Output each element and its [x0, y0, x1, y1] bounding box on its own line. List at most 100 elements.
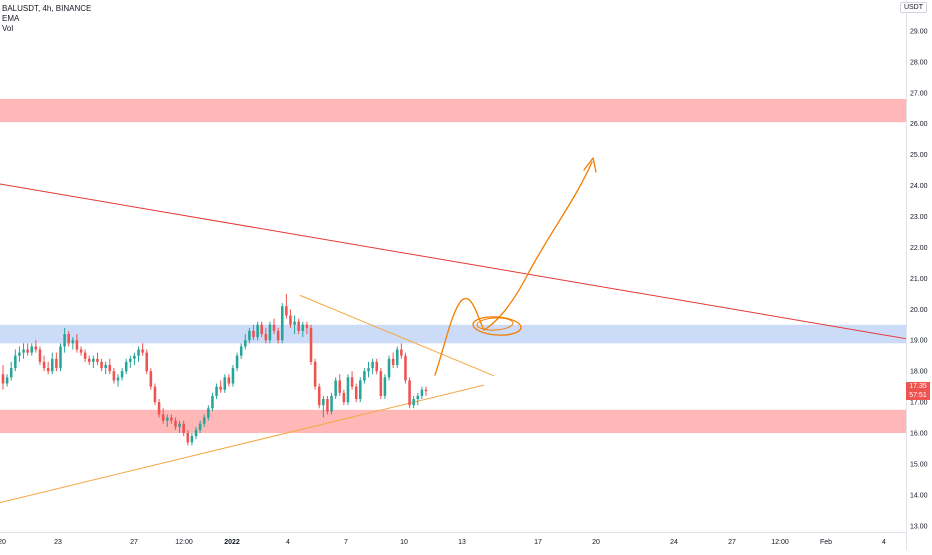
- candle-body: [67, 334, 70, 344]
- candle: [211, 392, 214, 412]
- price-tick-label: 24.00: [910, 183, 928, 190]
- candle: [14, 349, 17, 372]
- candle: [108, 358, 112, 375]
- price-tick-label: 26.00: [910, 121, 928, 128]
- price-tick-label: 29.00: [910, 28, 928, 35]
- candle-body: [18, 352, 21, 356]
- ema-indicator-label[interactable]: EMA: [2, 14, 20, 23]
- candle-body: [75, 340, 79, 350]
- candle-body: [5, 377, 9, 384]
- candle: [141, 343, 144, 356]
- circled-retest-marker: [472, 316, 522, 336]
- candle-body: [124, 361, 128, 372]
- candle: [375, 358, 378, 375]
- candle-body: [244, 340, 247, 347]
- candle-body: [157, 402, 161, 415]
- candle: [383, 374, 387, 399]
- candle: [18, 346, 21, 362]
- zone-supply: [0, 98, 906, 123]
- candle: [79, 346, 83, 356]
- price-axis: 13.00 14.00 15.00 16.00 17.00 18.00 19.00 20.00…: [906, 0, 928, 550]
- candle: [301, 321, 305, 338]
- candle: [338, 374, 342, 396]
- triangle-lower-line: [0, 384, 485, 504]
- candle-body: [231, 368, 235, 384]
- candle-body: [297, 321, 300, 331]
- last-price-tag: 17.35: [906, 382, 930, 392]
- candle-body: [342, 392, 346, 403]
- candle: [149, 368, 153, 390]
- candle-body: [141, 349, 144, 353]
- candle-body: [326, 399, 329, 412]
- candle-body: [178, 423, 181, 427]
- candle: [416, 392, 420, 406]
- candle-body: [338, 380, 342, 393]
- candle-body: [285, 306, 288, 316]
- price-tick-label: 23.00: [910, 214, 928, 221]
- candle-body: [375, 361, 378, 372]
- candle: [330, 392, 333, 415]
- candle-body: [55, 358, 58, 369]
- candle: [256, 321, 259, 341]
- candle: [145, 349, 149, 375]
- time-tick-label: 17: [534, 539, 542, 546]
- time-tick-label: 20: [0, 539, 6, 546]
- candle: [317, 383, 321, 409]
- candle-body: [108, 364, 112, 372]
- candle: [165, 414, 169, 427]
- candle-body: [280, 306, 284, 341]
- vol-indicator-label[interactable]: Vol: [2, 24, 14, 33]
- candle: [133, 352, 136, 365]
- candle: [285, 293, 288, 319]
- candle-body: [416, 395, 420, 399]
- candle-body: [424, 389, 428, 392]
- candle: [305, 321, 309, 335]
- time-tick-label: 12:00: [175, 539, 193, 546]
- candle-body: [149, 371, 153, 387]
- time-tick-label: 10: [400, 539, 408, 546]
- candle-body: [404, 355, 407, 381]
- candle: [104, 361, 107, 375]
- time-axis: 20 23 27 12:00 2022 4 7 10 13 17 20 24 27 12:00 Feb 4: [0, 532, 906, 546]
- price-tick-label: 27.00: [910, 90, 928, 97]
- candle-body: [22, 349, 25, 353]
- candle: [198, 420, 202, 434]
- candle-body: [350, 377, 354, 387]
- price-tick-label: 25.00: [910, 152, 928, 159]
- candle-body: [420, 389, 424, 396]
- candle-body: [182, 423, 185, 434]
- candle: [96, 352, 99, 365]
- candle-body: [116, 377, 120, 381]
- candle-body: [400, 349, 403, 356]
- candle: [1, 364, 5, 390]
- price-tick-label: 19.00: [910, 338, 928, 345]
- projection-drawing: [434, 157, 597, 376]
- time-tick-label: 13: [458, 539, 466, 546]
- candle-body: [309, 327, 313, 362]
- candle: [346, 374, 350, 406]
- candle: [75, 334, 79, 353]
- candle: [313, 358, 317, 390]
- candle-body: [272, 324, 276, 331]
- candle-body: [129, 358, 132, 362]
- candle-body: [227, 377, 231, 384]
- zone-support: [0, 409, 906, 434]
- bar-countdown-tag: 57:51: [906, 391, 930, 401]
- candle-body: [248, 330, 251, 341]
- candle: [178, 420, 181, 434]
- candle: [293, 315, 296, 335]
- candle-body: [198, 423, 202, 430]
- time-tick-label: 4: [882, 539, 886, 546]
- candle-body: [301, 324, 305, 331]
- candles-layer: [1, 293, 428, 446]
- candle-body: [92, 358, 95, 362]
- currency-badge[interactable]: USDT: [899, 2, 927, 13]
- candle: [26, 343, 29, 356]
- candle: [276, 327, 280, 344]
- candle-body: [174, 420, 177, 427]
- symbol-line[interactable]: BALUSDT, 4h, BINANCE: [2, 4, 92, 13]
- candle: [387, 355, 391, 381]
- candle-body: [26, 349, 29, 353]
